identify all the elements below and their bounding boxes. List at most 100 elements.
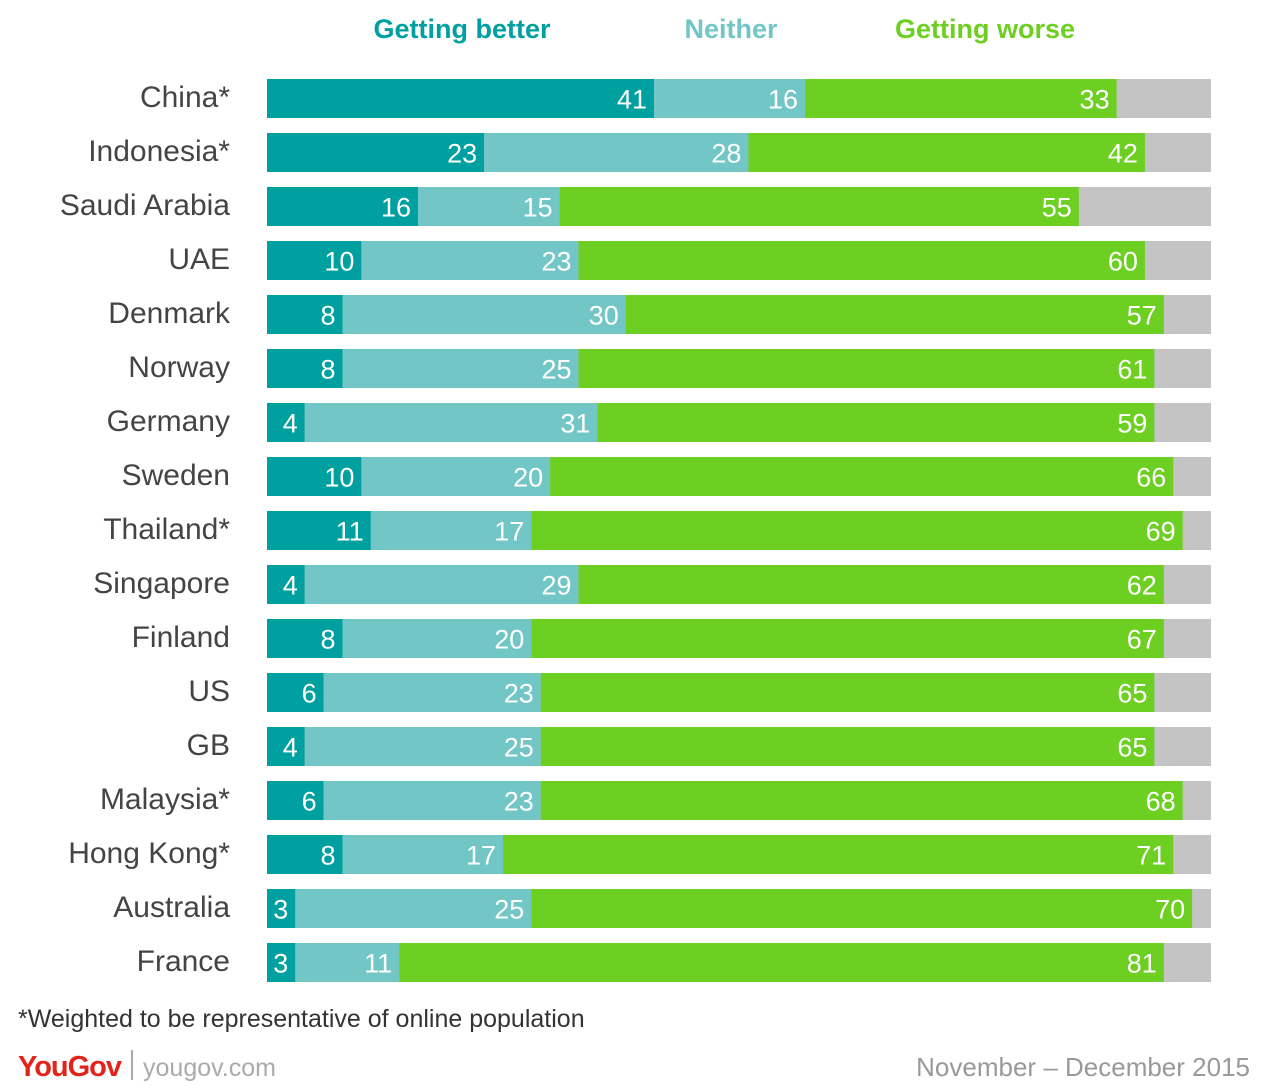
bar-segment-getting-better bbox=[267, 565, 305, 604]
category-label: Norway bbox=[128, 350, 230, 384]
data-label: 4 bbox=[283, 733, 298, 763]
bar-segment-getting-better bbox=[267, 349, 343, 388]
data-label: 68 bbox=[1146, 787, 1176, 817]
data-label: 6 bbox=[302, 787, 317, 817]
bar-segment-getting-worse bbox=[625, 295, 1164, 334]
bar-segment-neither bbox=[295, 943, 400, 982]
data-label: 23 bbox=[504, 679, 534, 709]
data-label: 15 bbox=[523, 193, 553, 223]
data-label: 25 bbox=[541, 355, 571, 385]
bar-segment-getting-better bbox=[267, 133, 485, 172]
data-label: 65 bbox=[1117, 679, 1147, 709]
data-label: 67 bbox=[1127, 625, 1157, 655]
data-label: 20 bbox=[513, 463, 543, 493]
data-label: 71 bbox=[1136, 841, 1166, 871]
bar-segment-getting-worse bbox=[805, 79, 1117, 118]
data-label: 42 bbox=[1108, 139, 1138, 169]
data-label: 55 bbox=[1042, 193, 1072, 223]
category-label: GB bbox=[186, 728, 230, 762]
category-label: Sweden bbox=[121, 458, 230, 492]
data-label: 69 bbox=[1146, 517, 1176, 547]
bar-segment-getting-worse bbox=[540, 781, 1183, 820]
bar-segment-getting-worse bbox=[540, 673, 1155, 712]
yougov-logo: YouGov bbox=[18, 1051, 122, 1083]
brand: YouGov yougov.com bbox=[18, 1050, 276, 1086]
data-label: 25 bbox=[504, 733, 534, 763]
date-range: November – December 2015 bbox=[916, 1052, 1250, 1082]
data-label: 23 bbox=[504, 787, 534, 817]
bar-segment-neither bbox=[304, 727, 541, 766]
category-label: Thailand* bbox=[103, 512, 230, 546]
bar-segment-neither bbox=[361, 241, 579, 280]
data-label: 4 bbox=[283, 409, 298, 439]
category-label: Germany bbox=[106, 404, 230, 438]
category-label: Singapore bbox=[93, 566, 230, 600]
bar-segment-getting-better bbox=[267, 79, 655, 118]
bar-segment-getting-better bbox=[267, 403, 305, 442]
bar-segment-getting-worse bbox=[559, 187, 1079, 226]
category-label: Denmark bbox=[108, 296, 230, 330]
data-label: 31 bbox=[560, 409, 590, 439]
legend-getting-better: Getting better bbox=[373, 14, 551, 44]
data-label: 60 bbox=[1108, 247, 1138, 277]
bar-segment-getting-worse bbox=[550, 457, 1174, 496]
legend-neither: Neither bbox=[684, 14, 778, 44]
category-label: US bbox=[188, 674, 230, 708]
bar-segment-getting-better bbox=[267, 673, 324, 712]
category-label: Saudi Arabia bbox=[59, 188, 230, 222]
bar-segment-getting-worse bbox=[578, 349, 1155, 388]
bar-segment-getting-worse bbox=[540, 727, 1155, 766]
data-label: 11 bbox=[364, 949, 392, 979]
footnote: *Weighted to be representative of online… bbox=[18, 1005, 585, 1033]
bar-segment-neither bbox=[484, 133, 749, 172]
data-label: 62 bbox=[1127, 571, 1157, 601]
bar-segment-getting-worse bbox=[748, 133, 1145, 172]
bar-segment-getting-better bbox=[267, 295, 343, 334]
bar-segment-getting-worse bbox=[597, 403, 1155, 442]
bar-segment-getting-better bbox=[267, 727, 305, 766]
data-label: 70 bbox=[1155, 895, 1185, 925]
data-label: 16 bbox=[381, 193, 411, 223]
data-label: 33 bbox=[1080, 85, 1110, 115]
data-label: 30 bbox=[589, 301, 619, 331]
bar-segment-getting-worse bbox=[503, 835, 1174, 874]
category-label: Finland bbox=[131, 620, 230, 654]
bar-segment-neither bbox=[654, 79, 806, 118]
bar-segment-neither bbox=[370, 511, 532, 550]
data-label: 65 bbox=[1117, 733, 1147, 763]
data-label: 59 bbox=[1117, 409, 1147, 439]
data-label: 8 bbox=[320, 355, 335, 385]
bar-segment-neither bbox=[323, 673, 541, 712]
data-label: 3 bbox=[273, 949, 288, 979]
data-label: 25 bbox=[494, 895, 524, 925]
data-label: 29 bbox=[541, 571, 571, 601]
data-label: 66 bbox=[1136, 463, 1166, 493]
data-label: 10 bbox=[324, 247, 354, 277]
data-label: 8 bbox=[320, 301, 335, 331]
data-label: 6 bbox=[302, 679, 317, 709]
data-label: 28 bbox=[711, 139, 741, 169]
bar-segment-getting-better bbox=[267, 457, 362, 496]
bar-segment-getting-worse bbox=[531, 619, 1164, 658]
data-label: 10 bbox=[324, 463, 354, 493]
bar-segment-getting-better bbox=[267, 835, 343, 874]
category-label: France bbox=[136, 944, 230, 978]
data-label: 17 bbox=[494, 517, 524, 547]
legend: Getting better Neither Getting worse bbox=[0, 14, 1280, 58]
bar-segment-neither bbox=[304, 403, 598, 442]
data-label: 4 bbox=[283, 571, 298, 601]
brand-site[interactable]: yougov.com bbox=[143, 1054, 276, 1082]
bar-segment-getting-worse bbox=[399, 943, 1164, 982]
data-label: 20 bbox=[494, 625, 524, 655]
bar-segment-neither bbox=[418, 187, 560, 226]
data-label: 23 bbox=[541, 247, 571, 277]
data-label: 11 bbox=[336, 517, 364, 547]
legend-getting-worse: Getting worse bbox=[894, 14, 1076, 44]
bar-segment-getting-better bbox=[267, 943, 296, 982]
bar-segment-getting-worse bbox=[578, 241, 1145, 280]
data-label: 17 bbox=[466, 841, 496, 871]
bar-segment-neither bbox=[295, 889, 532, 928]
data-label: 41 bbox=[617, 85, 647, 115]
bar-segment-neither bbox=[361, 457, 551, 496]
